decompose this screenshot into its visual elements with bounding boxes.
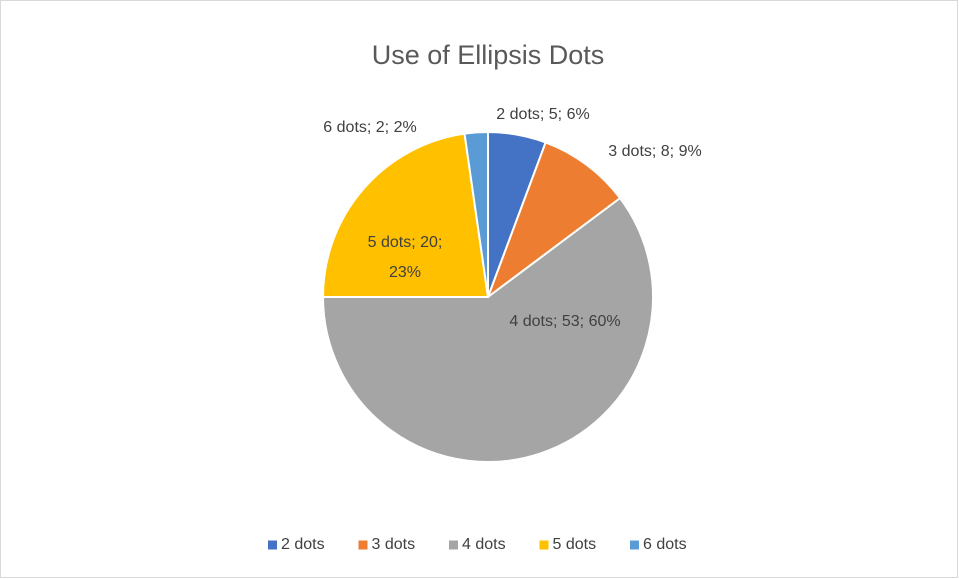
- legend-swatch: [268, 540, 277, 550]
- data-label-box: 2 dots; 5; 6%: [496, 106, 590, 123]
- data-label: 2 dots; 5; 6%: [496, 106, 590, 123]
- data-label: 3 dots; 8; 9%: [608, 143, 702, 160]
- data-label-box: 6 dots; 2; 2%: [323, 119, 417, 136]
- legend-swatch: [449, 540, 458, 550]
- legend-swatch: [630, 540, 639, 550]
- pie-slice: [485, 141, 622, 300]
- data-label-box: 4 dots; 53; 60%: [509, 313, 621, 330]
- data-label-box: 3 dots; 8; 9%: [608, 143, 702, 160]
- chart-title: Use of Ellipsis Dots: [372, 40, 605, 70]
- legend-label: 3 dots: [372, 536, 416, 553]
- legend-label: 5 dots: [553, 536, 597, 553]
- legend-label: 6 dots: [643, 536, 687, 553]
- legend-label: 2 dots: [281, 536, 325, 553]
- data-label: 5 dots; 20; 23%: [367, 234, 443, 281]
- legend-swatch: [539, 540, 549, 550]
- legend-label: 4 dots: [462, 536, 506, 553]
- pie-slice: [321, 196, 654, 463]
- data-label-box: 5 dots; 20; 23%: [367, 234, 443, 281]
- legend-swatch: [358, 540, 368, 550]
- data-label: 4 dots; 53; 60%: [509, 313, 621, 330]
- pie-slice: [463, 130, 489, 298]
- pie-slice: [321, 132, 490, 298]
- data-label: 6 dots; 2; 2%: [323, 119, 417, 136]
